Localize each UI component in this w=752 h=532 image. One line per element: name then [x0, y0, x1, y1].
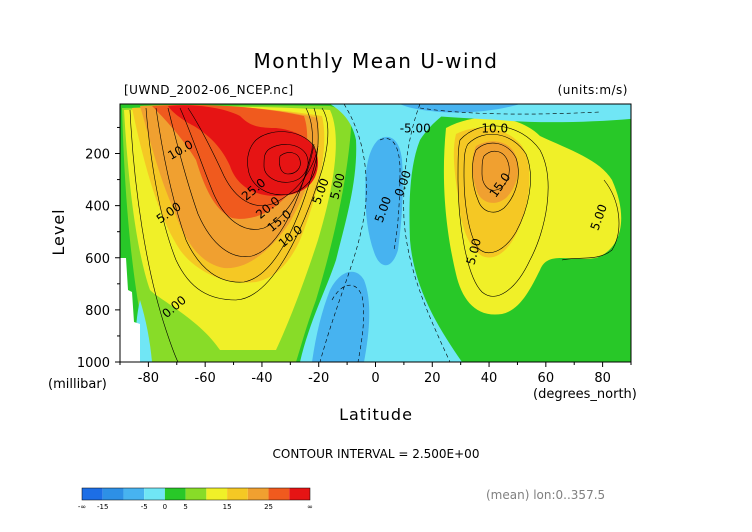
colorbar-tick-label: -5 [141, 503, 148, 511]
colorbar-swatch [247, 488, 269, 500]
negative-contours [319, 104, 601, 362]
x-tick-label: -20 [308, 371, 329, 386]
colorbar-tick-label: 0 [163, 503, 167, 511]
colorbar-tick-label: ∞ [307, 503, 313, 511]
x-tick-label: 40 [481, 371, 498, 386]
x-tick-label: 80 [594, 371, 611, 386]
y-tick-label: 400 [85, 200, 110, 215]
y-tick-label: 600 [85, 252, 110, 267]
averaging-note: (mean) lon:0..357.5 [486, 488, 605, 502]
colorbar-swatch [82, 488, 103, 500]
colorbar-swatch [102, 488, 124, 500]
contour-label: 5.00 [464, 237, 484, 266]
contour-label: -5.00 [400, 122, 431, 136]
colorbar-tick-label: -15 [97, 503, 108, 511]
colorbar-swatch [227, 488, 248, 500]
colorbar-swatch [206, 488, 228, 500]
contour-interval: CONTOUR INTERVAL = 2.500E+00 [273, 447, 480, 461]
x-tick-label: 0 [371, 371, 379, 386]
x-tick-label: -60 [195, 371, 216, 386]
y-tick-label: 800 [85, 304, 110, 319]
units-label: (units:m/s) [558, 83, 628, 97]
colorbar-tick-label: 15 [223, 503, 232, 511]
y-axis-label: Level [49, 208, 68, 255]
colorbar-swatch [144, 488, 165, 500]
y-tick-label: 1000 [77, 356, 110, 371]
colorbar-tick-label: -∞ [78, 503, 86, 511]
contour-lines [129, 107, 620, 362]
x-tick-label: -80 [138, 371, 159, 386]
colorbar-swatch [289, 488, 310, 500]
band-minus5-top [400, 104, 520, 113]
colorbar-swatch [164, 488, 186, 500]
colorbar-frame [81, 487, 311, 501]
y-axis: 200 400 600 800 1000 [77, 126, 120, 371]
x-tick-label: -40 [251, 371, 272, 386]
band-minus5-upper [365, 136, 403, 266]
missing-data-mask [120, 258, 140, 362]
x-axis: -80 -60 -40 -20 0 20 40 60 80 [119, 362, 632, 386]
colorbar-swatch [268, 488, 290, 500]
chart-title: Monthly Mean U-wind [254, 49, 499, 73]
colorbar-tick-label: 5 [183, 503, 187, 511]
x-axis-label: Latitude [339, 405, 413, 424]
x-units: (degrees_north) [533, 387, 637, 402]
x-tick-label: 60 [538, 371, 555, 386]
y-tick-label: 200 [85, 148, 110, 163]
band-30 [168, 105, 318, 196]
colorbar-swatch [185, 488, 207, 500]
y-units: (millibar) [48, 377, 107, 392]
file-label: [UWND_2002-06_NCEP.nc] [124, 83, 294, 97]
colorbar-swatch [123, 488, 145, 500]
colorbar: -∞ -15 -5 0 5 15 25 ∞ [78, 487, 313, 511]
contour-label: 10.0 [481, 122, 508, 136]
x-tick-label: 20 [424, 371, 441, 386]
colorbar-tick-label: 25 [264, 503, 273, 511]
contour-label: 5.00 [327, 172, 347, 201]
